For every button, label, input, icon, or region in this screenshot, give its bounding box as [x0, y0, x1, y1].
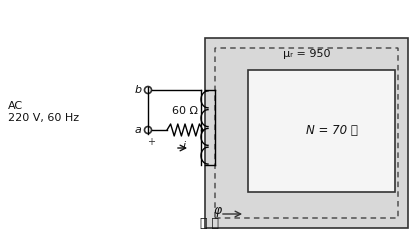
Text: i: i	[183, 141, 186, 151]
Text: b: b	[135, 85, 142, 95]
Text: AC
220 V, 60 Hz: AC 220 V, 60 Hz	[8, 101, 79, 123]
Text: 圖 一: 圖 一	[199, 217, 219, 230]
Text: φ: φ	[214, 204, 222, 217]
Text: μᵣ = 950: μᵣ = 950	[283, 49, 330, 59]
Text: +: +	[147, 137, 155, 147]
Text: a: a	[135, 125, 141, 135]
Bar	[248, 70, 395, 192]
Text: 60 Ω: 60 Ω	[172, 106, 198, 116]
Text: N = 70 匝: N = 70 匝	[306, 125, 357, 138]
Bar	[205, 38, 408, 228]
